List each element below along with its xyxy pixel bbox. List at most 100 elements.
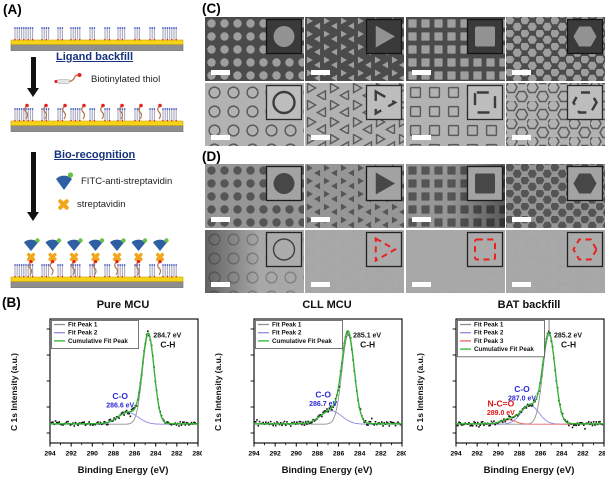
inset-box xyxy=(265,231,303,267)
inset-box xyxy=(265,18,303,55)
legend-entry: Fit Peak 2 xyxy=(474,330,504,337)
fitc-anti-streptavidin-glyph xyxy=(67,239,81,251)
fitc-anti-streptavidin-glyph xyxy=(153,239,167,251)
step1-legend-label: Biotinylated thiol xyxy=(91,73,161,85)
svg-text:N-C=O: N-C=O xyxy=(488,398,515,408)
svg-text:C-H: C-H xyxy=(160,339,175,349)
streptavidin-icon xyxy=(58,199,69,210)
svg-text:289.0 eV: 289.0 eV xyxy=(487,410,515,417)
scale-bar xyxy=(211,217,230,222)
scale-bar xyxy=(512,281,531,287)
sem-tile-hexagon xyxy=(506,82,605,146)
x-tick-label: 290 xyxy=(87,451,99,458)
x-tick-label: 286 xyxy=(333,451,345,458)
x-tick-label: 290 xyxy=(493,451,505,458)
sem-tile-triangle xyxy=(305,17,404,81)
scale-bar xyxy=(211,134,230,140)
panel-b-label: (B) xyxy=(2,295,21,310)
streptavidin-glyph xyxy=(91,252,100,262)
sem-tile-square xyxy=(406,229,505,293)
svg-text:284.7 eV: 284.7 eV xyxy=(153,332,181,339)
down-arrow-icon xyxy=(26,152,39,221)
legend-entry: Fit Peak 1 xyxy=(272,322,302,329)
fitc-anti-streptavidin-glyph xyxy=(45,239,60,251)
scale-bar xyxy=(311,134,330,140)
inset-box xyxy=(466,18,504,55)
inset-box xyxy=(365,84,403,120)
inset-box xyxy=(466,231,504,267)
step2-legend-label-2: streptavidin xyxy=(77,199,126,210)
xps-chart-bat-backfill: BAT backfill C 1s Intensity (a.u.) 294 29… xyxy=(410,299,605,491)
peak-annotation: C-O 286.6 eV xyxy=(106,391,134,410)
x-tick-label: 282 xyxy=(577,451,589,458)
sem-tile-square xyxy=(406,164,505,228)
step2-legend-label-1: FITC-anti-streptavidin xyxy=(81,175,173,187)
scale-bar xyxy=(211,70,230,75)
legend-entry: Fit Peak 1 xyxy=(474,322,504,329)
panel-a-label: (A) xyxy=(3,2,22,17)
x-tick-label: 292 xyxy=(471,451,483,458)
sem-tile-circle xyxy=(205,164,304,228)
streptavidin-glyph xyxy=(134,252,143,262)
inset-box xyxy=(365,231,403,267)
biotinylated-thiol-icon xyxy=(54,73,82,84)
sem-tile-circle xyxy=(205,17,304,81)
surface-drawing xyxy=(10,238,184,288)
peak-annotation: C-O 287.0 eV xyxy=(508,384,536,403)
surface-drawing xyxy=(10,27,184,51)
chart-title: BAT backfill xyxy=(497,299,561,311)
inset-box xyxy=(466,84,504,120)
sam-surface-initial xyxy=(10,27,184,51)
scale-bar xyxy=(512,217,531,222)
x-axis: 294 292 290 288 286 284 282 280 xyxy=(44,443,202,458)
svg-text:285.2 eV: 285.2 eV xyxy=(554,332,582,339)
scale-bar xyxy=(311,217,330,222)
sem-tile-circle xyxy=(205,82,304,146)
sem-tile-square xyxy=(406,17,505,81)
x-axis-label: Binding Energy (eV) xyxy=(483,465,575,476)
scale-bar xyxy=(412,70,431,75)
x-tick-label: 284 xyxy=(354,451,366,458)
legend-entry: Cumulative Fit Peak xyxy=(474,346,534,353)
svg-text:C-O: C-O xyxy=(514,384,530,394)
scale-bar xyxy=(211,281,230,287)
fitc-anti-streptavidin-glyph xyxy=(131,239,146,251)
x-axis: 294 292 290 288 286 284 282 280 xyxy=(450,443,605,458)
peak-annotation: N-C=O 289.0 eV xyxy=(487,398,515,417)
x-tick-label: 282 xyxy=(171,451,183,458)
x-axis: 294 292 290 288 286 284 282 280 xyxy=(248,443,406,458)
svg-text:C-O: C-O xyxy=(315,389,331,399)
sem-tile-hexagon xyxy=(506,229,605,293)
sam-surface-backfilled xyxy=(10,103,184,132)
svg-text:C-H: C-H xyxy=(360,339,375,349)
panel-c-label: (C) xyxy=(202,1,221,16)
x-tick-label: 294 xyxy=(248,451,260,458)
x-tick-label: 294 xyxy=(450,451,462,458)
x-tick-label: 288 xyxy=(312,451,324,458)
xps-chart-cll-mcu: CLL MCU C 1s Intensity (a.u.) 294 292 290 2… xyxy=(208,299,408,491)
xps-chart-pure-mcu: Pure MCU C 1s Intensity (a.u.) 294 292 290… xyxy=(4,299,204,491)
cumulative-fit-curve xyxy=(50,332,198,425)
inset-box xyxy=(566,165,604,202)
legend-entry: Fit Peak 3 xyxy=(474,338,504,345)
sem-tile-triangle xyxy=(305,82,404,146)
streptavidin-glyph xyxy=(112,252,122,262)
streptavidin-glyph xyxy=(155,252,165,262)
legend-entry: Cumulative Fit Peak xyxy=(68,338,128,345)
sem-tile-hexagon xyxy=(506,17,605,81)
fitc-anti-streptavidin-glyph xyxy=(110,239,124,251)
legend-entry: Fit Peak 2 xyxy=(68,330,98,337)
legend-entry: Fit Peak 2 xyxy=(272,330,302,337)
scale-bar xyxy=(412,281,431,287)
step1-legend-row: Biotinylated thiol xyxy=(52,72,160,86)
x-axis-label: Binding Energy (eV) xyxy=(281,465,373,476)
x-tick-label: 280 xyxy=(396,451,406,458)
svg-text:286.7 eV: 286.7 eV xyxy=(309,401,337,408)
svg-text:286.6 eV: 286.6 eV xyxy=(106,403,134,410)
x-tick-label: 288 xyxy=(108,451,120,458)
